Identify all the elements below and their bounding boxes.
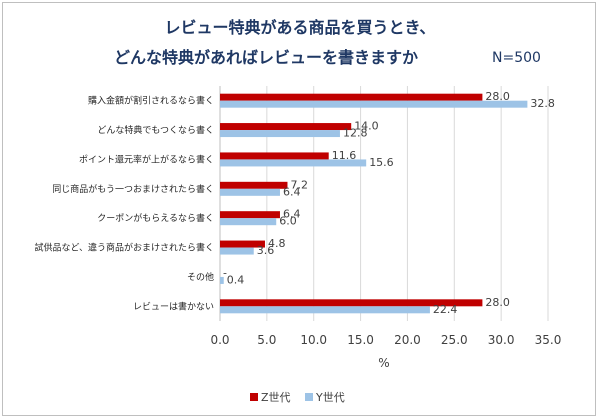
bar-y-generation: [220, 276, 224, 284]
bar-y-generation: [220, 218, 277, 226]
bar-z-generation: [220, 240, 265, 248]
category-label: 同じ商品がもう一つおまけされたら書く: [52, 183, 214, 195]
data-label: 22.4: [433, 303, 458, 316]
x-tick-label: 25.0: [441, 333, 468, 347]
bar-z-generation: [220, 299, 483, 307]
bar-y-generation: [220, 100, 528, 108]
legend-label: Y世代: [315, 391, 345, 404]
bar-z-generation: [220, 152, 329, 160]
data-label: 6.0: [279, 215, 297, 228]
x-tick-label: 35.0: [535, 333, 562, 347]
category-label: どんな特典でもつくなら書く: [97, 124, 214, 136]
chart-frame: [2, 2, 596, 416]
bar-z-generation: [220, 211, 280, 219]
category-label: ポイント還元率が上がるなら書く: [79, 153, 214, 165]
data-label: 28.0: [485, 296, 510, 309]
category-label: その他: [187, 271, 214, 283]
bar-y-generation: [220, 159, 367, 167]
bar-z-generation: [220, 181, 288, 189]
data-label: 0.4: [227, 273, 245, 286]
x-tick-label: 15.0: [347, 333, 374, 347]
data-label: 12.8: [343, 127, 368, 140]
chart-title-line1: レビュー特典がある商品を買うとき、: [164, 18, 436, 37]
bar-y-generation: [220, 130, 340, 138]
bar-y-generation: [220, 188, 280, 196]
sample-size-note: N=500: [492, 50, 541, 66]
bar-z-generation: [220, 123, 352, 131]
category-label: レビューは書かない: [133, 300, 214, 312]
x-tick-label: 30.0: [488, 333, 515, 347]
data-label: 11.6: [332, 149, 357, 162]
x-tick-label: 5.0: [257, 333, 276, 347]
category-label: クーポンがもらえるなら書く: [97, 212, 214, 224]
x-tick-label: 10.0: [300, 333, 327, 347]
legend-swatch: [250, 393, 258, 401]
chart-title-line2: どんな特典があればレビューを書きますか: [113, 48, 418, 67]
category-label: 試供品など、違う商品がおまけされたら書く: [34, 242, 214, 254]
data-label: 14.0: [354, 120, 379, 133]
data-label: 7.2: [290, 178, 308, 191]
data-label: 4.8: [268, 237, 286, 250]
legend-swatch: [305, 393, 313, 401]
data-label: 6.4: [283, 185, 301, 198]
bar-y-generation: [220, 247, 254, 255]
data-label: 28.0: [485, 90, 510, 103]
bar-y-generation: [220, 306, 430, 314]
bar-z-generation: [220, 93, 483, 101]
category-label: 購入金額が割引されるなら書く: [88, 95, 214, 107]
data-label: -: [223, 266, 227, 279]
data-label: 32.8: [530, 97, 555, 110]
data-label: 6.4: [283, 208, 301, 221]
data-label: 15.6: [369, 156, 394, 169]
x-tick-label: 20.0: [394, 333, 421, 347]
x-axis-label: %: [378, 356, 389, 370]
legend-label: Z世代: [261, 391, 291, 404]
data-label: 3.6: [257, 244, 275, 257]
x-tick-label: 0.0: [210, 333, 229, 347]
